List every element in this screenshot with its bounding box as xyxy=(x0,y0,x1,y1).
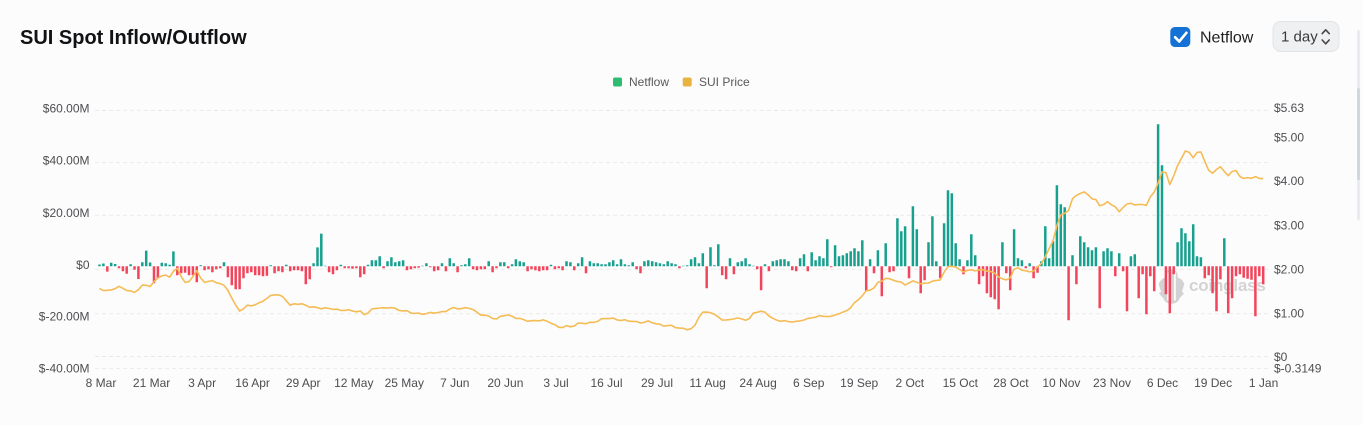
svg-text:21 Mar: 21 Mar xyxy=(133,376,170,390)
svg-text:Netflow: Netflow xyxy=(629,75,669,89)
svg-text:3 Jul: 3 Jul xyxy=(543,376,568,390)
svg-text:10 Nov: 10 Nov xyxy=(1042,376,1080,390)
svg-text:20 Jun: 20 Jun xyxy=(487,376,523,390)
svg-text:8 Mar: 8 Mar xyxy=(86,376,117,390)
svg-text:6 Sep: 6 Sep xyxy=(793,376,825,390)
svg-text:$20.00M: $20.00M xyxy=(43,206,90,220)
svg-text:SUI Spot Inflow/Outflow: SUI Spot Inflow/Outflow xyxy=(20,27,247,49)
svg-text:$0: $0 xyxy=(76,258,90,272)
svg-text:25 May: 25 May xyxy=(385,376,424,390)
svg-text:16 Apr: 16 Apr xyxy=(235,376,270,390)
svg-text:16 Jul: 16 Jul xyxy=(590,376,622,390)
svg-text:11 Aug: 11 Aug xyxy=(689,376,725,390)
svg-text:$3.00: $3.00 xyxy=(1274,219,1304,233)
svg-text:$40.00M: $40.00M xyxy=(43,154,90,168)
svg-text:2 Oct: 2 Oct xyxy=(895,376,924,390)
svg-text:24 Aug: 24 Aug xyxy=(739,376,776,390)
svg-text:15 Oct: 15 Oct xyxy=(943,376,979,390)
svg-text:$60.00M: $60.00M xyxy=(43,101,90,115)
svg-text:$1.00: $1.00 xyxy=(1274,307,1304,321)
svg-text:1 Jan: 1 Jan xyxy=(1249,376,1278,390)
svg-text:28 Oct: 28 Oct xyxy=(993,376,1029,390)
svg-text:3 Apr: 3 Apr xyxy=(188,376,216,390)
svg-text:$5.63: $5.63 xyxy=(1274,101,1304,115)
svg-text:SUI Price: SUI Price xyxy=(699,75,750,89)
svg-text:Netflow: Netflow xyxy=(1200,29,1254,46)
svg-text:$0: $0 xyxy=(1274,350,1288,364)
svg-text:$-40.00M: $-40.00M xyxy=(39,362,90,376)
svg-text:$2.00: $2.00 xyxy=(1274,263,1304,277)
svg-text:29 Apr: 29 Apr xyxy=(286,376,321,390)
svg-text:19 Dec: 19 Dec xyxy=(1194,376,1232,390)
svg-text:12 May: 12 May xyxy=(334,376,373,390)
svg-text:23 Nov: 23 Nov xyxy=(1093,376,1131,390)
svg-text:7 Jun: 7 Jun xyxy=(440,376,469,390)
svg-text:19 Sep: 19 Sep xyxy=(840,376,878,390)
svg-text:1 day: 1 day xyxy=(1281,29,1318,46)
svg-text:29 Jul: 29 Jul xyxy=(641,376,673,390)
svg-text:$5.00: $5.00 xyxy=(1274,131,1304,145)
svg-text:6 Dec: 6 Dec xyxy=(1147,376,1178,390)
svg-text:$-0.3149: $-0.3149 xyxy=(1274,362,1322,376)
svg-text:$-20.00M: $-20.00M xyxy=(39,310,90,324)
svg-text:$4.00: $4.00 xyxy=(1274,174,1304,188)
